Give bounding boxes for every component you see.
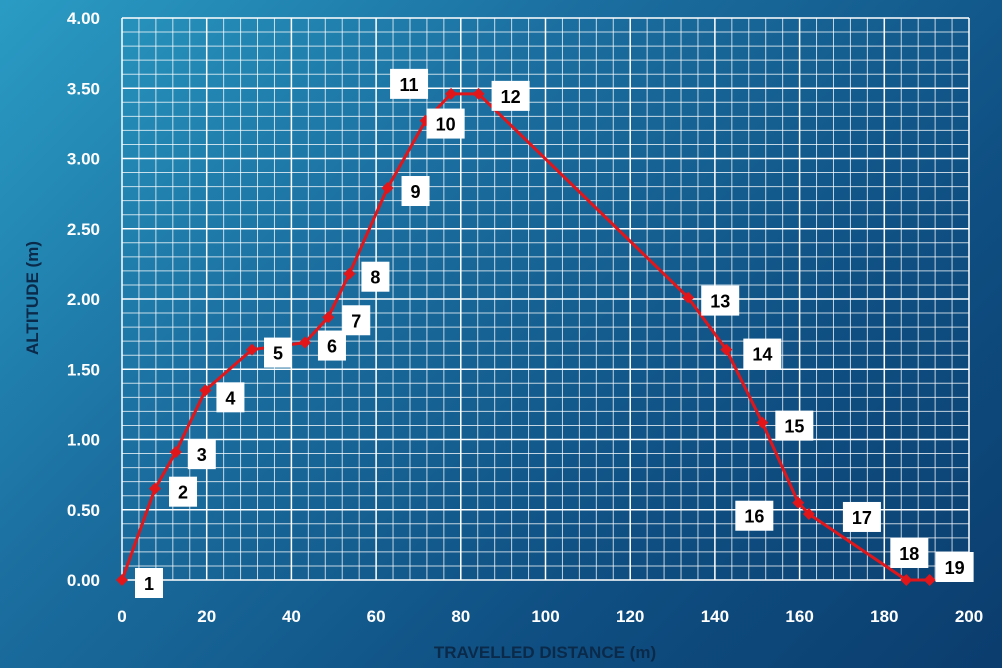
point-label: 14 — [752, 345, 772, 365]
y-tick-label: 2.00 — [67, 290, 100, 309]
point-label: 18 — [899, 544, 919, 564]
data-point-marker — [169, 446, 182, 459]
point-label: 17 — [852, 508, 872, 528]
data-point-marker — [792, 496, 805, 509]
grid-major — [121, 17, 970, 581]
x-tick-label: 160 — [785, 607, 813, 626]
point-label-box — [701, 285, 740, 316]
x-tick-label: 60 — [367, 607, 386, 626]
point-label: 15 — [784, 417, 804, 437]
point-label-box — [491, 80, 530, 111]
x-tick-label: 100 — [531, 607, 559, 626]
y-tick-label: 3.00 — [67, 150, 100, 169]
data-point-marker — [900, 574, 913, 586]
point-label-box — [361, 261, 390, 292]
point-label: 3 — [197, 445, 207, 465]
point-label-box — [169, 476, 198, 507]
point-label: 7 — [351, 311, 361, 331]
series-line-group — [116, 87, 936, 586]
point-label: 11 — [400, 75, 419, 95]
point-label: 1 — [144, 574, 154, 594]
x-tick-label: 120 — [616, 607, 644, 626]
point-label-box — [401, 176, 430, 207]
data-point-marker — [472, 87, 485, 100]
data-point-marker — [343, 267, 356, 280]
point-label-box — [317, 330, 346, 361]
point-label: 9 — [411, 182, 421, 202]
y-tick-label: 3.50 — [67, 79, 100, 98]
point-label: 19 — [945, 558, 965, 578]
x-tick-label: 40 — [282, 607, 301, 626]
data-point-marker — [149, 482, 162, 495]
point-label-box — [735, 500, 774, 531]
point-label-box — [390, 68, 429, 99]
point-label-box — [135, 568, 163, 598]
point-label: 12 — [501, 87, 521, 107]
y-tick-label: 0.50 — [67, 501, 100, 520]
y-tick-label: 1.50 — [67, 360, 100, 379]
data-point-marker — [682, 291, 695, 304]
y-axis-title: ALTITUDE (m) — [23, 241, 42, 355]
y-tick-label: 1.00 — [67, 431, 100, 450]
point-label-box — [890, 538, 929, 568]
x-tick-label: 20 — [197, 607, 216, 626]
data-point-marker — [756, 416, 769, 429]
data-point-marker — [923, 574, 936, 586]
point-label-box — [216, 382, 245, 413]
x-tick-label: 180 — [870, 607, 898, 626]
point-label: 10 — [436, 115, 456, 135]
point-label-box — [342, 305, 371, 336]
x-axis-ticks: 0 20 40 60 80 100 120 140 160 180 200 — [117, 607, 983, 626]
data-point-marker — [802, 507, 815, 520]
point-label: 13 — [710, 292, 730, 312]
y-axis-ticks: 0.00 0.50 1.00 1.50 2.00 2.50 3.00 3.50 4.00 — [67, 9, 100, 590]
point-label: 5 — [273, 344, 283, 364]
x-tick-label: 200 — [955, 607, 983, 626]
y-tick-label: 0.00 — [67, 571, 100, 590]
point-label: 16 — [744, 507, 764, 527]
data-point-marker — [298, 336, 311, 349]
point-label: 6 — [327, 337, 337, 357]
point-label: 8 — [370, 268, 380, 288]
point-label-box — [187, 439, 216, 470]
y-tick-label: 4.00 — [67, 9, 100, 28]
point-label-box — [775, 410, 814, 441]
point-label-box — [935, 552, 974, 582]
data-point-marker — [322, 311, 335, 324]
point-label: 4 — [225, 388, 235, 408]
data-point-marker — [116, 574, 128, 586]
x-axis-title: TRAVELLED DISTANCE (m) — [434, 643, 656, 662]
data-point-marker — [246, 343, 259, 356]
data-point-marker — [381, 182, 394, 195]
point-label-box — [743, 338, 782, 369]
point-label-box — [426, 108, 465, 139]
data-point-marker — [445, 87, 458, 100]
data-point-marker — [199, 384, 212, 397]
series-line — [120, 92, 930, 582]
point-label: 2 — [178, 483, 188, 503]
point-label-box — [264, 337, 293, 368]
x-tick-label: 140 — [701, 607, 729, 626]
data-point-marker — [720, 343, 733, 356]
x-tick-label: 0 — [117, 607, 126, 626]
y-tick-label: 2.50 — [67, 220, 100, 239]
x-tick-label: 80 — [451, 607, 470, 626]
point-label-box — [842, 501, 881, 532]
